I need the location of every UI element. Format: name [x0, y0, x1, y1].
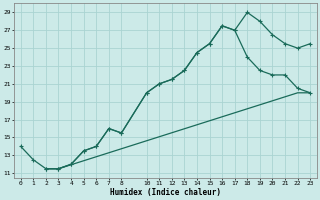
X-axis label: Humidex (Indice chaleur): Humidex (Indice chaleur) [110, 188, 221, 197]
